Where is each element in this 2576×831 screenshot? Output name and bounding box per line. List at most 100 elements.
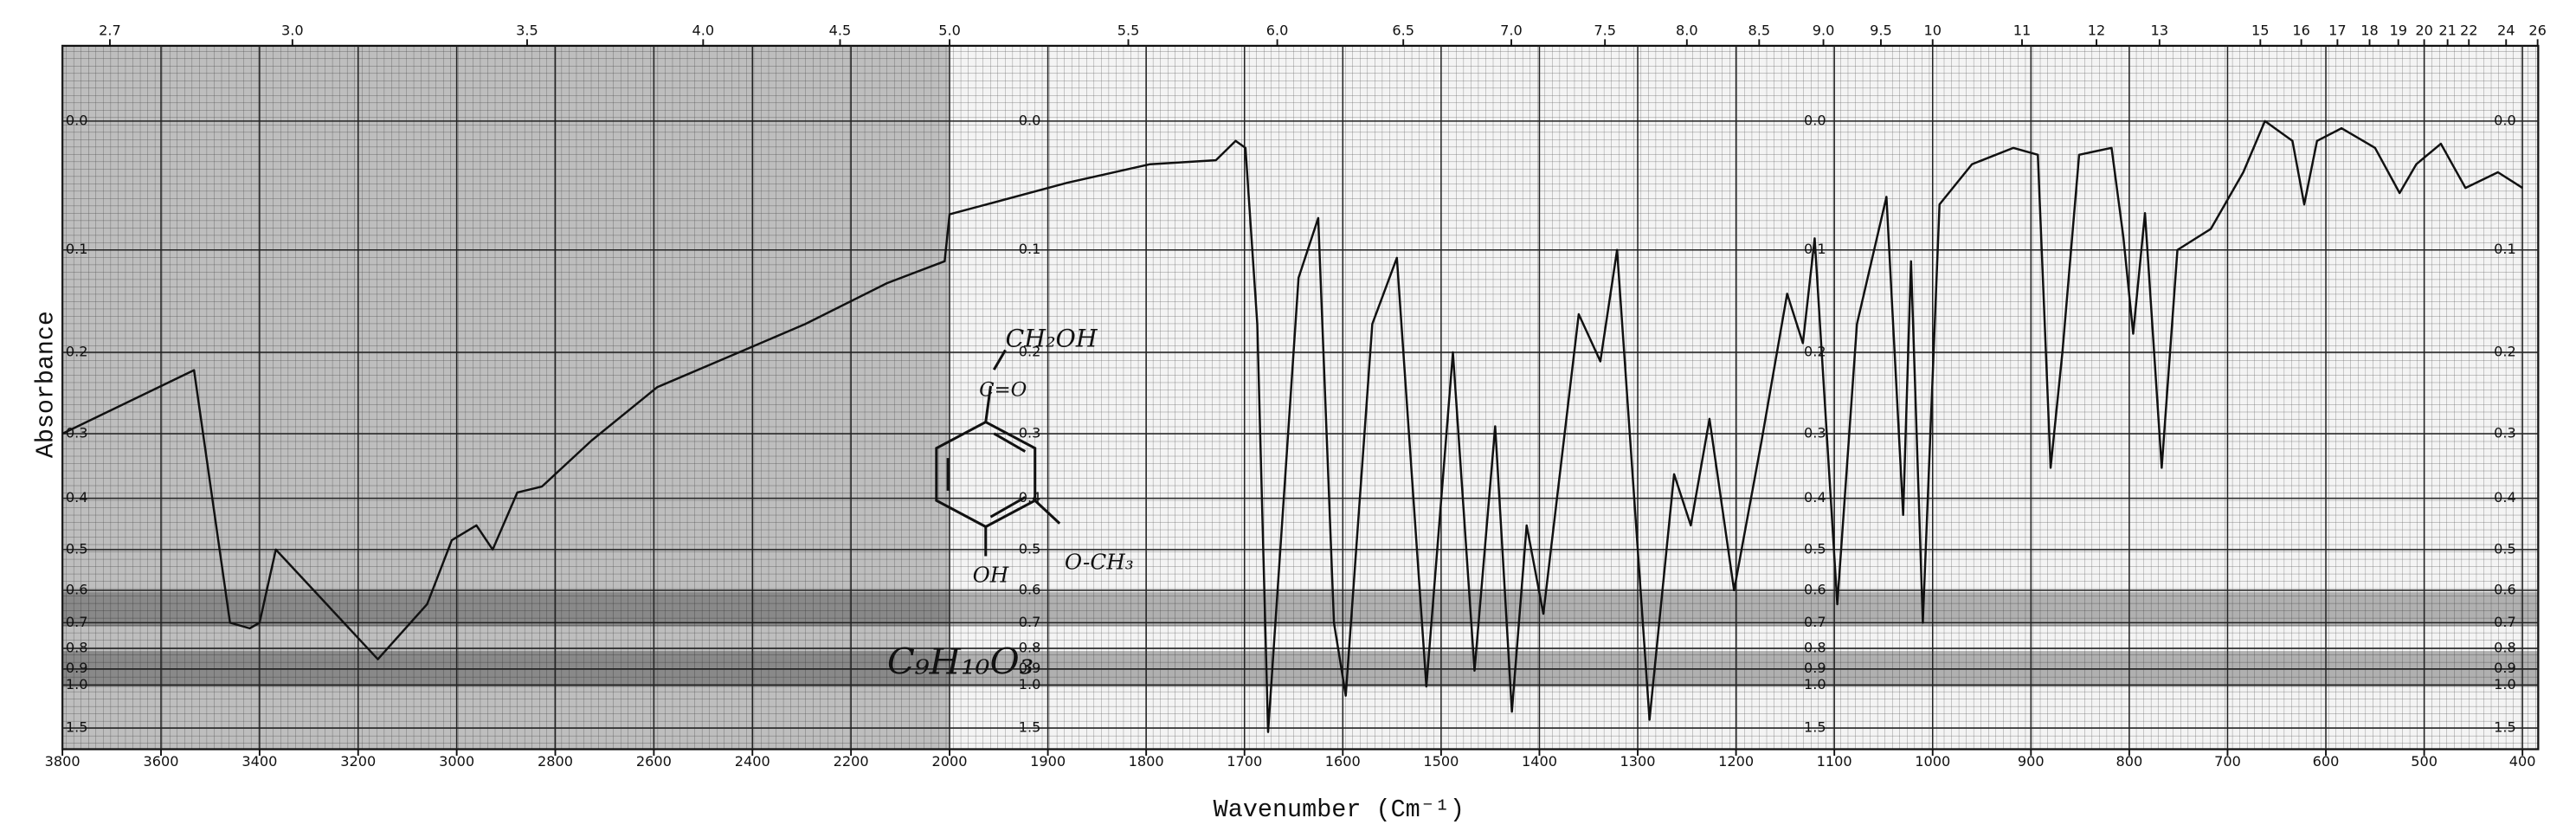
y-tick-label: 0.1	[2494, 241, 2516, 257]
ring-bonds	[946, 432, 1027, 519]
x-tick-label: 2000	[932, 753, 968, 770]
x2-tick-label: 5.5	[1117, 22, 1140, 38]
x-tick-label: 900	[2018, 753, 2045, 770]
y-tick-label: 0.9	[1019, 660, 1041, 676]
spectrum-line	[61, 119, 2523, 733]
handwritten-annotation: OH	[973, 563, 1009, 588]
y-tick-label: 0.5	[66, 540, 88, 557]
x2-tick-label: 20	[2415, 22, 2433, 38]
y-tick-label: 0.2	[2494, 344, 2516, 360]
structure-drawing	[935, 349, 1061, 557]
y-tick-label: 0.2	[66, 344, 88, 360]
shaded-region	[62, 45, 950, 750]
x2-tick-label: 6.5	[1392, 22, 1414, 38]
y-tick-label: 1.0	[66, 676, 88, 692]
ticks: 3800 3600 3400 3200 3000 2800 2600 2400 2200 2000…	[45, 22, 2547, 770]
x-tick-label: 1800	[1129, 753, 1164, 770]
x2-tick-label: 2.7	[99, 22, 121, 38]
x2-tick-label: 8.5	[1748, 22, 1771, 38]
x-tick-label: 1600	[1325, 753, 1361, 770]
x2-tick-label: 18	[2360, 22, 2379, 38]
y-tick-label: 0.2	[1019, 344, 1041, 360]
x-tick-label: 1200	[1718, 753, 1754, 770]
y-tick-label: 0.4	[66, 489, 88, 506]
y-tick-label: 1.5	[1019, 718, 1041, 735]
x2-tick-label: 6.0	[1266, 22, 1289, 38]
y-tick-label: 0.0	[1804, 112, 1826, 128]
x2-tick-label: 24	[2497, 22, 2515, 38]
y-tick-label: 0.9	[2494, 660, 2516, 676]
y-tick-label: 0.7	[66, 614, 88, 630]
x2-tick-label: 15	[2251, 22, 2270, 38]
x-tick-label: 2600	[636, 753, 672, 770]
y-axis-title: Absorbance	[32, 311, 61, 458]
x-tick-label: 400	[2509, 753, 2536, 770]
y-tick-label: 0.5	[1019, 540, 1041, 557]
x-tick-label: 3400	[242, 753, 277, 770]
x-tick-label: 1500	[1423, 753, 1459, 770]
y-tick-label: 0.9	[66, 660, 88, 676]
y-tick-label: 1.5	[66, 718, 88, 735]
x2-tick-label: 7.0	[1500, 22, 1523, 38]
y-tick-label: 0.1	[1019, 241, 1041, 257]
x2-tick-label: 22	[2460, 22, 2478, 38]
fine-grid	[62, 45, 2539, 750]
y-tick-label: 0.9	[1804, 660, 1826, 676]
x2-tick-label: 11	[2013, 22, 2032, 38]
x-tick-label: 3200	[340, 753, 376, 770]
x-tick-label: 3000	[439, 753, 474, 770]
y-tick-label: 0.8	[2494, 640, 2516, 656]
y-tick-label: 0.1	[66, 241, 88, 257]
x2-tick-label: 7.5	[1594, 22, 1616, 38]
x-tick-label: 2400	[735, 753, 770, 770]
x-tick-label: 700	[2214, 753, 2241, 770]
y-tick-label: 0.8	[1804, 640, 1826, 656]
y-tick-label: 0.3	[1019, 425, 1041, 441]
y-tick-label: 0.3	[2494, 425, 2516, 441]
x-tick-label: 1000	[1915, 753, 1950, 770]
x-tick-label: 3800	[45, 753, 80, 770]
y-tick-label: 0.6	[1804, 582, 1826, 598]
x-tick-label: 800	[2116, 753, 2143, 770]
x2-tick-label: 9.0	[1813, 22, 1835, 38]
y-tick-label: 0.7	[2494, 614, 2516, 630]
x-tick-label: 1300	[1620, 753, 1656, 770]
x2-tick-label: 10	[1923, 22, 1942, 38]
x-axis-title: Wavenumber (Cm⁻¹)	[1214, 796, 1465, 824]
x2-tick-label: 12	[2088, 22, 2106, 38]
y-tick-label: 0.3	[1804, 425, 1826, 441]
y-tick-label: 0.6	[66, 582, 88, 598]
x2-tick-label: 3.0	[281, 22, 304, 38]
shaded-band	[62, 592, 2539, 627]
x-tick-label: 2200	[834, 753, 869, 770]
x-tick-label: 2800	[538, 753, 573, 770]
x2-tick-label: 16	[2292, 22, 2310, 38]
substituent-bonds	[984, 349, 1061, 557]
y-tick-label: 0.6	[1019, 582, 1041, 598]
y-tick-label: 0.0	[1019, 112, 1041, 128]
x2-tick-label: 17	[2328, 22, 2347, 38]
y-tick-label: 0.5	[2494, 540, 2516, 557]
handwritten-annotation: CH₂OH	[1006, 325, 1098, 353]
handwritten-annotation: C=O	[979, 378, 1027, 401]
y-tick-label: 0.4	[1804, 489, 1826, 506]
x2-tick-label: 8.0	[1676, 22, 1698, 38]
x-tick-label: 3600	[143, 753, 178, 770]
y-tick-label: 1.0	[1804, 676, 1826, 692]
x2-tick-label: 4.5	[829, 22, 852, 38]
x2-tick-label: 13	[2151, 22, 2169, 38]
y-tick-label: 0.7	[1019, 614, 1041, 630]
x2-tick-label: 26	[2528, 22, 2547, 38]
x-tick-label: 1400	[1522, 753, 1557, 770]
y-tick-label: 0.0	[2494, 112, 2516, 128]
handwritten-annotation: C₉H₁₀O₃	[887, 641, 1034, 683]
y-tick-label: 1.0	[2494, 676, 2516, 692]
x2-tick-label: 3.5	[516, 22, 538, 38]
y-tick-label: 1.0	[1019, 676, 1041, 692]
y-tick-label: 0.0	[66, 112, 88, 128]
x2-tick-label: 19	[2389, 22, 2407, 38]
y-tick-label: 0.8	[66, 640, 88, 656]
grid	[61, 45, 2539, 750]
handwritten-annotation: O-CH₃	[1065, 550, 1134, 575]
x-tick-label: 500	[2411, 753, 2438, 770]
